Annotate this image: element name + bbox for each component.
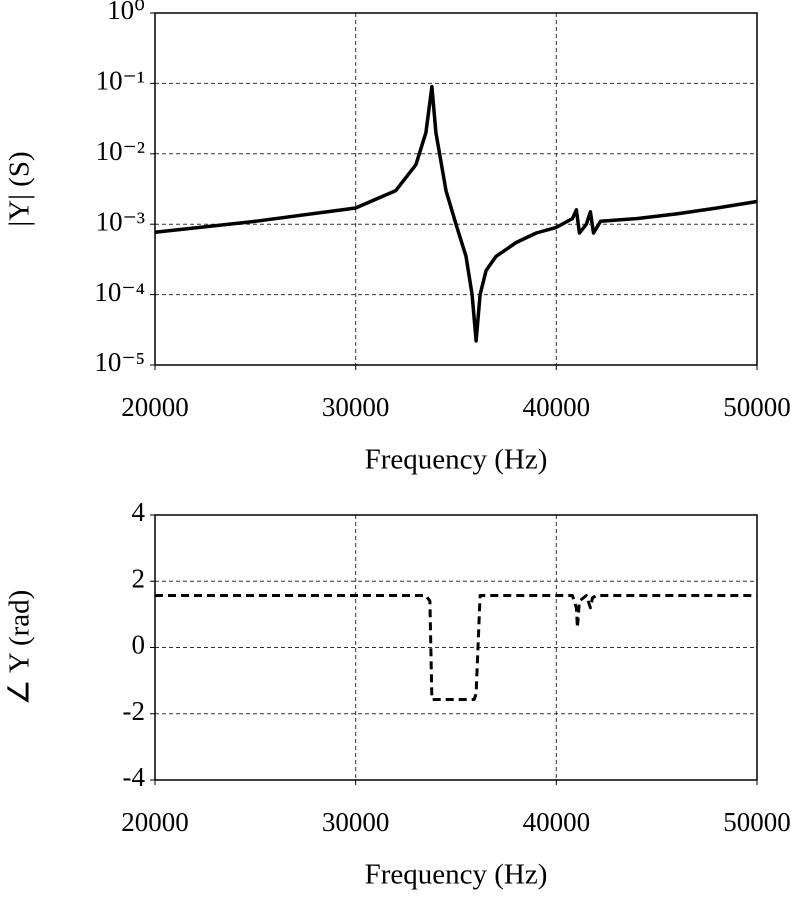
y-tick-label: 10⁻² bbox=[96, 136, 145, 166]
y-tick-label: 10⁻⁵ bbox=[94, 347, 145, 377]
x-tick-label: 40000 bbox=[523, 392, 591, 422]
x-tick-label: 30000 bbox=[322, 807, 390, 837]
y-tick-label: 10⁻⁴ bbox=[94, 277, 145, 307]
x-tick-label: 40000 bbox=[523, 807, 591, 837]
x-axis-label: Frequency (Hz) bbox=[365, 444, 548, 476]
plot-frame bbox=[154, 12, 758, 366]
y-tick-label: 10⁻³ bbox=[96, 206, 145, 236]
y-axis-label: |Y| (S) bbox=[4, 151, 36, 226]
x-tick-label: 20000 bbox=[121, 392, 189, 422]
x-axis-label: Frequency (Hz) bbox=[365, 859, 548, 891]
x-tick-label: 20000 bbox=[121, 807, 189, 837]
y-tick-label: 0 bbox=[132, 630, 146, 660]
y-tick-label: -2 bbox=[123, 696, 146, 726]
data-line bbox=[155, 594, 757, 701]
x-tick-label: 30000 bbox=[322, 392, 390, 422]
y-tick-label: 10⁻¹ bbox=[96, 66, 145, 96]
y-tick-label: 4 bbox=[132, 497, 146, 527]
data-line bbox=[154, 84, 758, 343]
y-tick-label: 2 bbox=[132, 563, 146, 593]
plot-frame bbox=[154, 514, 758, 781]
y-axis-label: ∠ Y (rad) bbox=[4, 590, 36, 706]
x-tick-label: 50000 bbox=[723, 392, 791, 422]
x-tick-label: 50000 bbox=[723, 807, 791, 837]
y-tick-label: -4 bbox=[123, 762, 146, 792]
y-tick-label: 10⁰ bbox=[107, 0, 145, 25]
